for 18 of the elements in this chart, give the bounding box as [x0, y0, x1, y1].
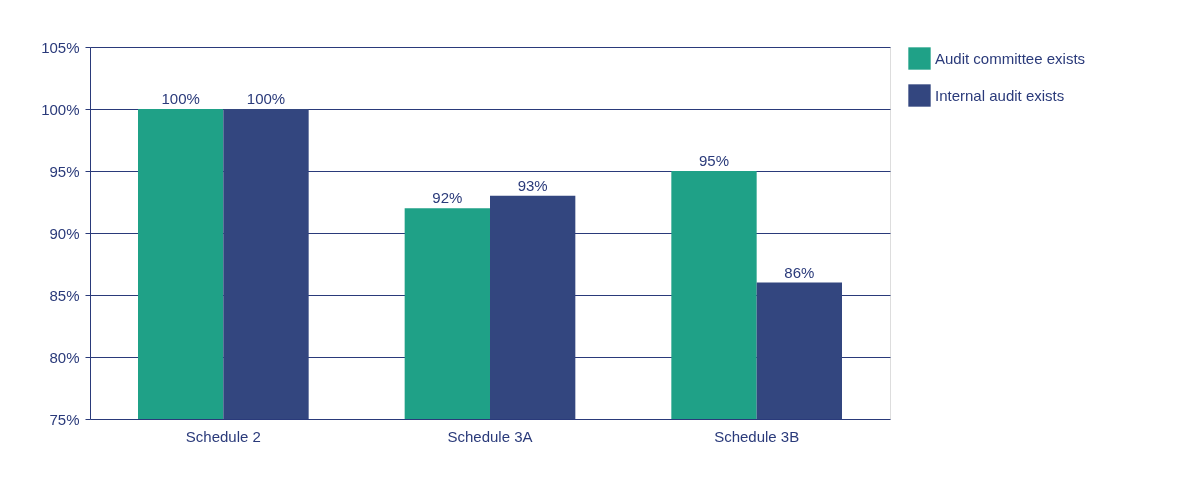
data-label: 93% — [517, 176, 548, 194]
legend-label: Internal audit exists — [935, 86, 1065, 104]
legend-label: Audit committee exists — [935, 49, 1086, 67]
x-tick-label: Schedule 3A — [447, 427, 533, 445]
y-tick-label: 100% — [41, 100, 80, 118]
data-label: 100% — [161, 90, 200, 107]
y-tick-label: 75% — [49, 410, 80, 428]
data-label: 86% — [784, 263, 815, 281]
y-tick-label: 105% — [41, 38, 80, 56]
x-tick-label: Schedule 2 — [185, 427, 261, 445]
y-tick-label: 80% — [49, 348, 80, 366]
y-tick-label: 85% — [49, 286, 80, 304]
data-label: 100% — [246, 90, 286, 107]
data-label: 92% — [432, 189, 463, 207]
data-label: 95% — [698, 152, 730, 169]
y-tick-label: 90% — [49, 224, 80, 242]
x-tick-label: Schedule 3B — [714, 427, 800, 445]
y-tick-label: 95% — [49, 162, 80, 180]
